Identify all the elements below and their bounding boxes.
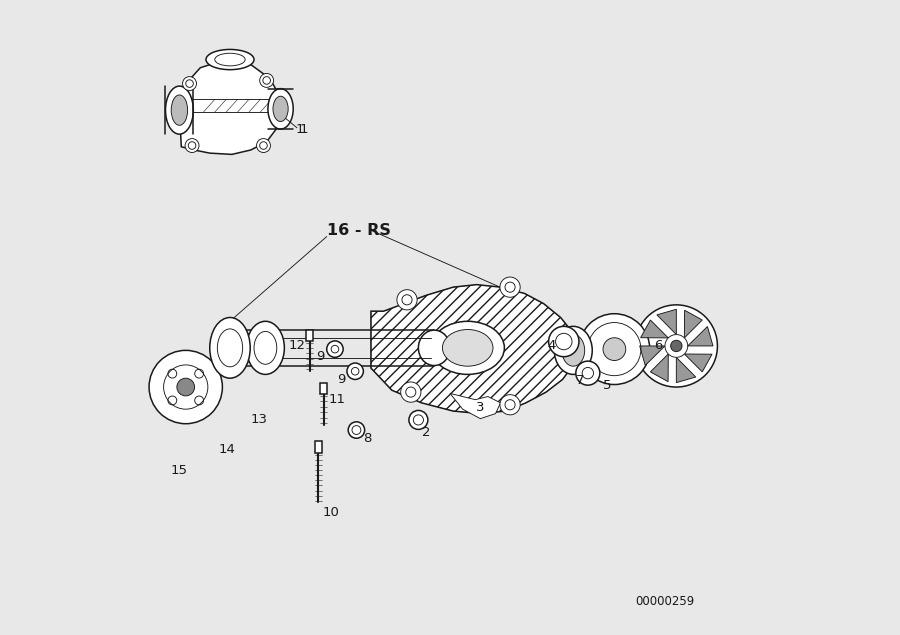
- Text: 12: 12: [289, 340, 305, 352]
- Text: 13: 13: [250, 413, 267, 427]
- Polygon shape: [179, 60, 281, 154]
- Polygon shape: [684, 354, 712, 372]
- Polygon shape: [640, 346, 665, 365]
- Ellipse shape: [418, 330, 450, 366]
- Ellipse shape: [206, 50, 254, 70]
- Circle shape: [348, 422, 364, 438]
- Circle shape: [549, 326, 579, 357]
- Polygon shape: [450, 393, 500, 418]
- Text: 14: 14: [219, 443, 236, 455]
- Text: 6: 6: [654, 340, 662, 352]
- Circle shape: [177, 378, 194, 396]
- Text: 3: 3: [476, 401, 484, 414]
- Circle shape: [500, 394, 520, 415]
- Text: 9: 9: [316, 350, 325, 363]
- Text: 4: 4: [547, 340, 555, 352]
- Polygon shape: [657, 309, 676, 335]
- Text: 9: 9: [338, 373, 346, 386]
- Text: 16 - RS: 16 - RS: [327, 223, 391, 237]
- Circle shape: [346, 363, 364, 380]
- Ellipse shape: [268, 89, 293, 129]
- Text: 11: 11: [329, 393, 346, 406]
- Circle shape: [603, 338, 625, 361]
- Ellipse shape: [273, 97, 288, 121]
- Circle shape: [397, 290, 417, 310]
- Ellipse shape: [431, 321, 504, 375]
- Ellipse shape: [443, 330, 493, 366]
- Circle shape: [400, 382, 421, 402]
- Polygon shape: [688, 326, 713, 346]
- Text: 7: 7: [576, 374, 584, 387]
- Polygon shape: [641, 320, 669, 338]
- Ellipse shape: [210, 318, 250, 378]
- Circle shape: [183, 77, 196, 91]
- Circle shape: [256, 138, 270, 152]
- Circle shape: [260, 74, 274, 88]
- Circle shape: [635, 305, 717, 387]
- Bar: [320, 383, 328, 394]
- Text: 00000259: 00000259: [635, 596, 695, 608]
- Bar: [306, 330, 313, 341]
- Circle shape: [665, 335, 688, 358]
- Text: 2: 2: [422, 426, 430, 439]
- Text: 1: 1: [300, 123, 308, 137]
- Ellipse shape: [554, 326, 592, 375]
- Polygon shape: [371, 284, 576, 413]
- Ellipse shape: [166, 86, 194, 134]
- Ellipse shape: [247, 321, 284, 375]
- Circle shape: [149, 351, 222, 424]
- Text: 1: 1: [296, 123, 304, 137]
- Text: 8: 8: [364, 432, 372, 445]
- Ellipse shape: [222, 330, 254, 366]
- Polygon shape: [676, 358, 696, 383]
- Ellipse shape: [562, 335, 585, 366]
- Text: 5: 5: [602, 379, 611, 392]
- Text: 15: 15: [171, 464, 188, 477]
- Circle shape: [327, 341, 343, 358]
- Text: 10: 10: [323, 505, 339, 519]
- Circle shape: [576, 361, 599, 385]
- Circle shape: [670, 340, 682, 352]
- Bar: [315, 441, 322, 453]
- Polygon shape: [651, 354, 669, 382]
- Circle shape: [409, 410, 428, 429]
- Circle shape: [579, 314, 650, 385]
- Circle shape: [500, 277, 520, 297]
- Polygon shape: [684, 311, 702, 338]
- Circle shape: [185, 138, 199, 152]
- Ellipse shape: [171, 95, 187, 125]
